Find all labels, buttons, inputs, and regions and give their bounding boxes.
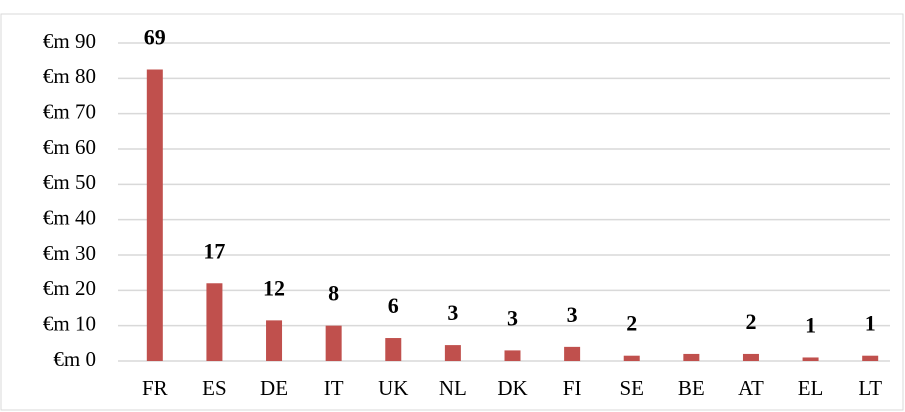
y-tick-label: €m 70 — [43, 99, 96, 123]
x-tick-label: SE — [619, 376, 644, 400]
x-tick-label: FR — [142, 376, 168, 400]
data-label: 3 — [567, 302, 578, 327]
data-label: 3 — [447, 300, 458, 325]
data-label: 8 — [328, 281, 339, 306]
data-label: 1 — [805, 313, 816, 338]
y-tick-label: €m 20 — [43, 276, 96, 300]
bar — [862, 355, 879, 361]
bar — [683, 353, 700, 361]
bar — [385, 338, 402, 361]
y-tick-label: €m 80 — [43, 64, 96, 88]
x-tick-label: AT — [738, 376, 764, 400]
bar — [444, 345, 461, 361]
bar — [146, 69, 163, 361]
x-tick-label: EL — [798, 376, 824, 400]
bar — [504, 350, 521, 361]
data-label: 2 — [626, 311, 637, 336]
x-tick-label: UK — [378, 376, 408, 400]
data-label: 12 — [263, 275, 285, 300]
data-label: 3 — [507, 305, 518, 330]
y-tick-label: €m 60 — [43, 135, 96, 159]
y-tick-label: €m 10 — [43, 311, 96, 335]
x-tick-label: LT — [858, 376, 882, 400]
x-tick-label: NL — [439, 376, 467, 400]
bar — [564, 346, 581, 361]
y-tick-label: €m 50 — [43, 170, 96, 194]
data-label: 1 — [865, 311, 876, 336]
bar — [325, 325, 342, 361]
x-tick-label: DE — [260, 376, 288, 400]
bar — [802, 357, 819, 361]
data-label: 17 — [203, 238, 225, 263]
bar — [623, 355, 640, 361]
bar — [206, 283, 223, 361]
y-tick-label: €m 40 — [43, 205, 96, 229]
x-tick-label: FI — [563, 376, 582, 400]
x-tick-label: BE — [678, 376, 705, 400]
data-label: 2 — [745, 309, 756, 334]
x-tick-label: IT — [324, 376, 344, 400]
x-tick-label: ES — [202, 376, 227, 400]
data-label: 6 — [388, 293, 399, 318]
y-tick-label: €m 0 — [53, 347, 96, 371]
y-tick-label: €m 90 — [43, 29, 96, 53]
x-tick-label: DK — [497, 376, 527, 400]
data-label: 69 — [144, 25, 166, 50]
y-tick-label: €m 30 — [43, 241, 96, 265]
bar — [266, 320, 283, 361]
bar — [742, 353, 759, 361]
